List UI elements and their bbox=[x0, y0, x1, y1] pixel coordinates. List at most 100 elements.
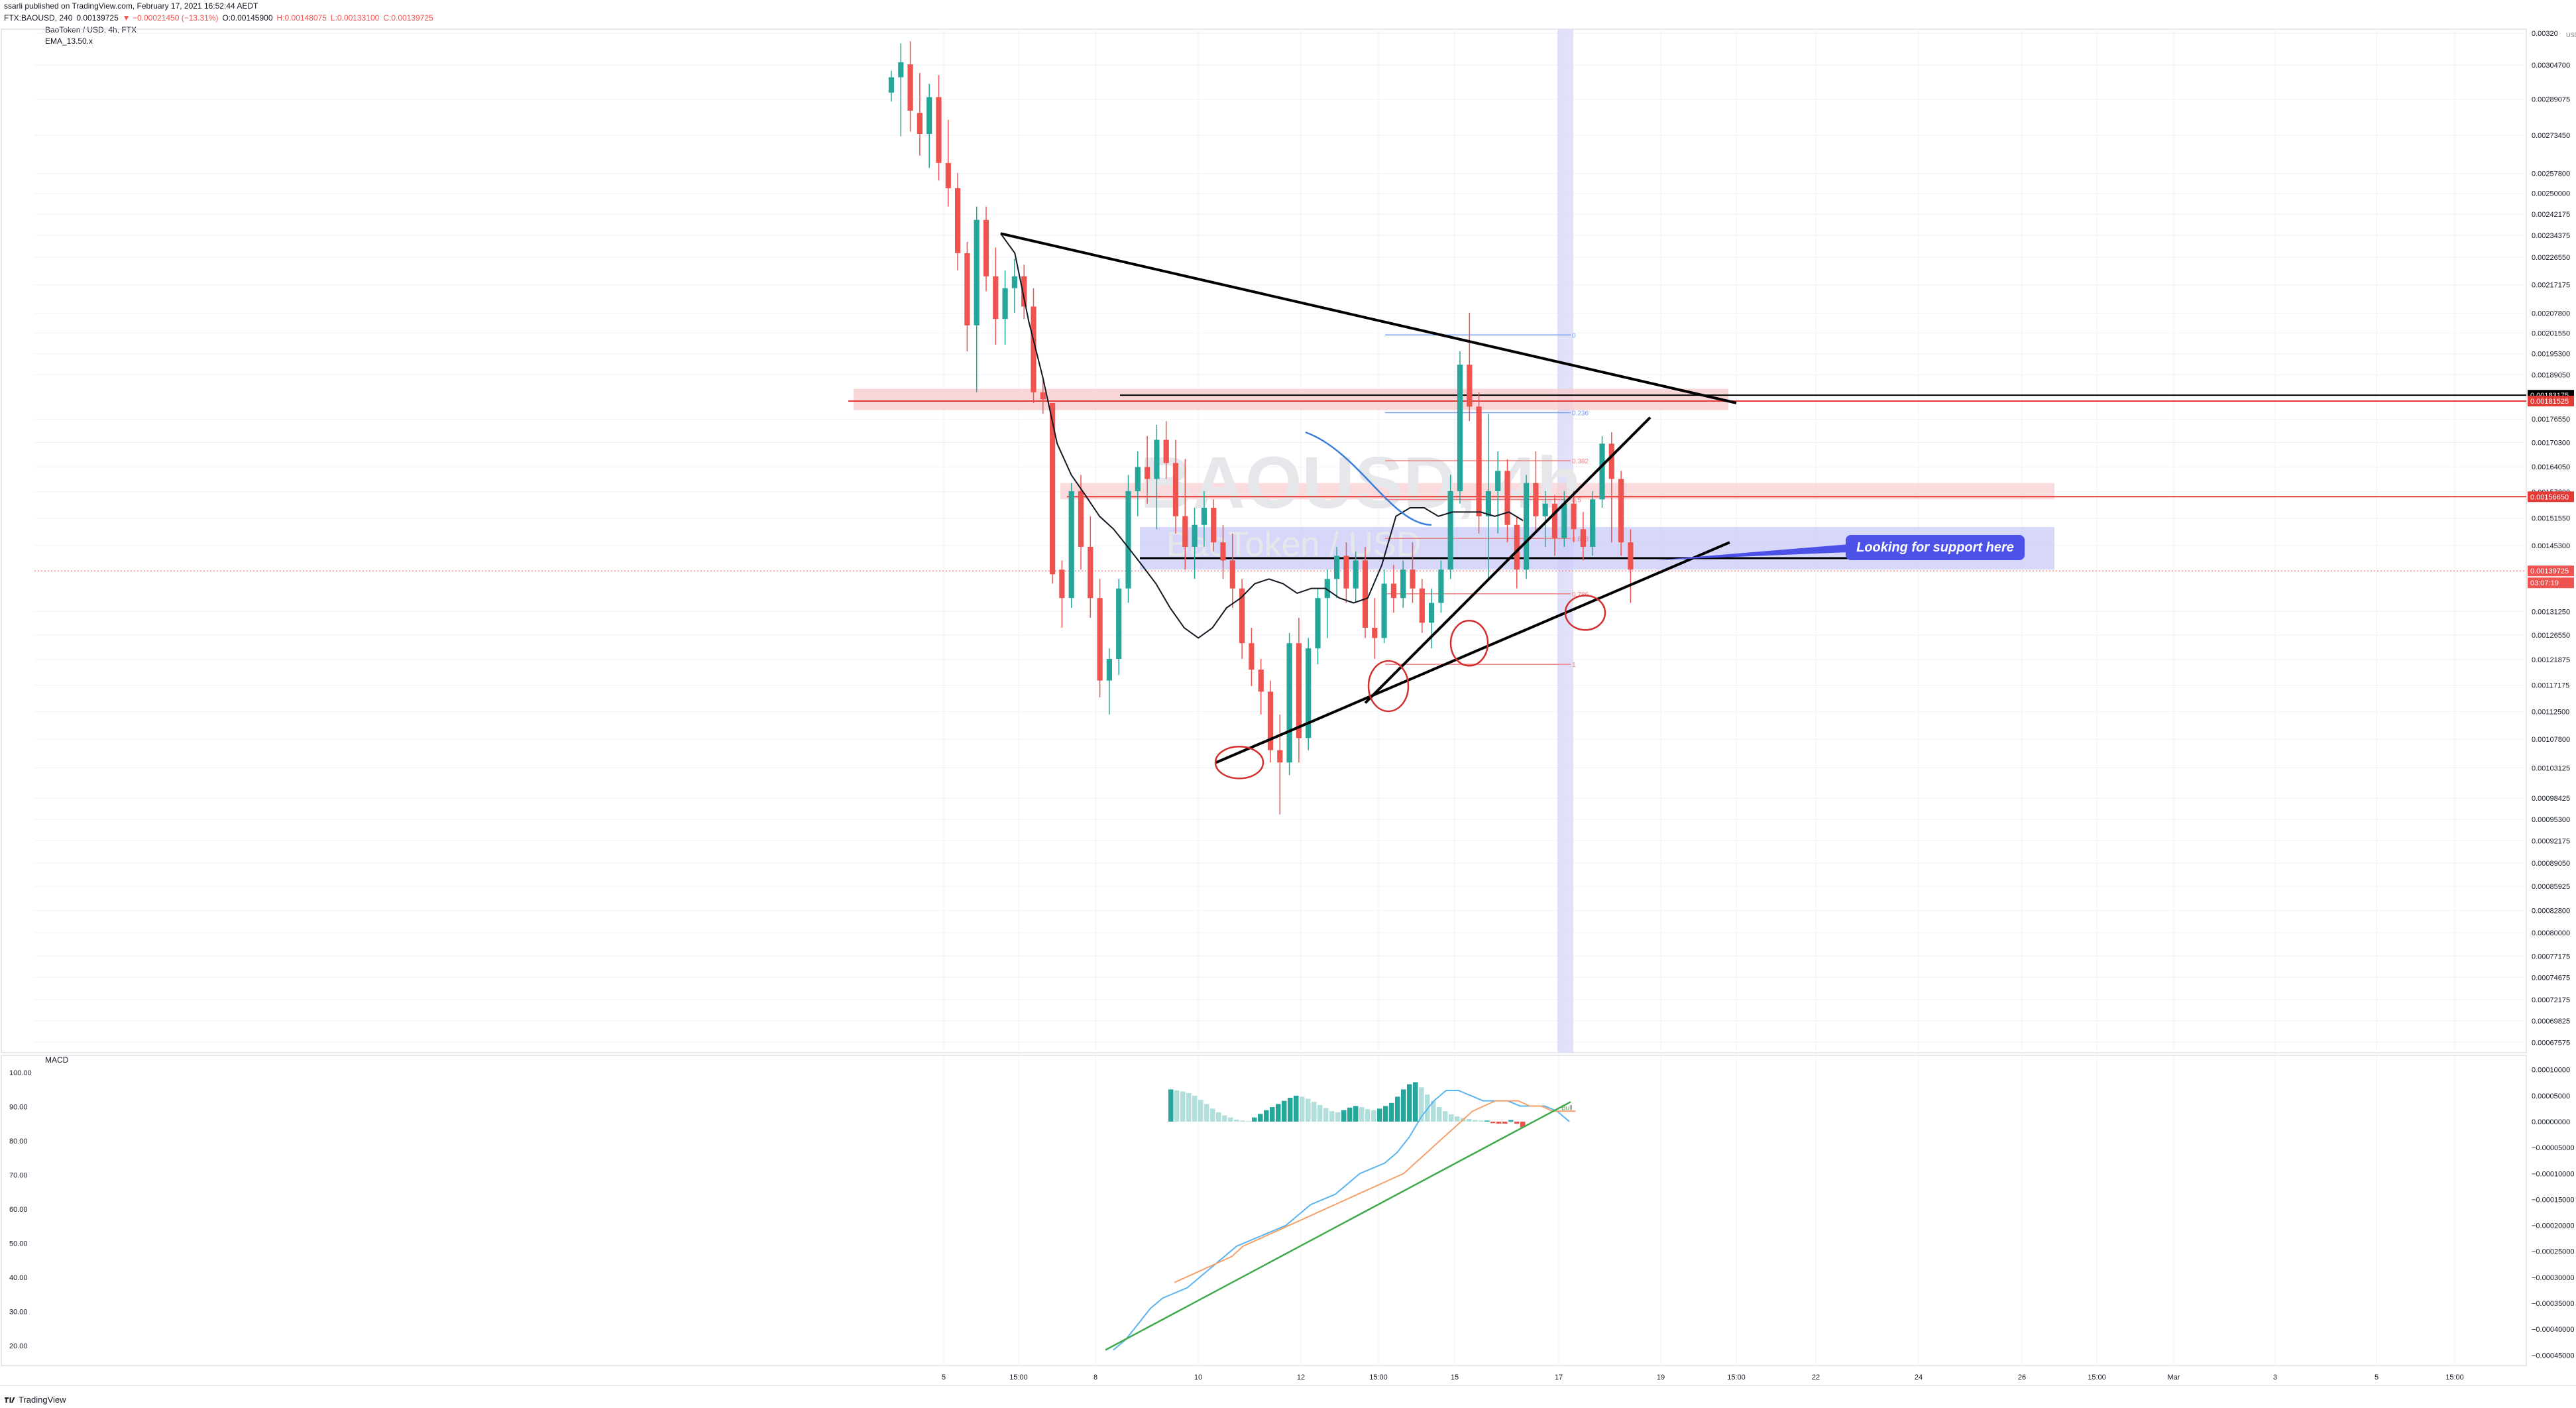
ascending-trendline-1 bbox=[1215, 541, 1730, 764]
y-tick-label: 0.00082800 bbox=[2532, 907, 2570, 915]
candle-body bbox=[1068, 491, 1074, 599]
candle-body bbox=[1419, 588, 1425, 623]
macd-y-tick-label: −0.00005000 bbox=[2532, 1144, 2575, 1152]
y-tick-label: 0.00250000 bbox=[2532, 190, 2570, 198]
published-line: ssarli published on TradingView.com, Feb… bbox=[4, 1, 258, 11]
y-tick-label: 0.00069825 bbox=[2532, 1018, 2570, 1026]
candle-body bbox=[898, 62, 904, 78]
candle-body bbox=[1267, 691, 1274, 750]
candle-body bbox=[1296, 643, 1302, 738]
macd-y-tick-label: −0.00045000 bbox=[2532, 1352, 2575, 1360]
y-tick-label: 0.00242175 bbox=[2532, 211, 2570, 219]
macd-histogram-bar bbox=[1377, 1108, 1382, 1122]
y-tick-label: 0.00131250 bbox=[2532, 608, 2570, 616]
macd-histogram-bar bbox=[1192, 1095, 1198, 1122]
macd-histogram-bar bbox=[1371, 1110, 1376, 1122]
countdown-text: 03:07:19 bbox=[2530, 579, 2559, 587]
macd-histogram-bar bbox=[1347, 1107, 1353, 1122]
price-label-bg bbox=[2528, 491, 2574, 502]
candle-body bbox=[1580, 529, 1586, 547]
candle-body bbox=[1163, 440, 1169, 463]
macd-histogram-bar bbox=[1246, 1121, 1251, 1122]
macd-histogram-bar bbox=[1514, 1121, 1520, 1124]
y-tick-label: 0.00077175 bbox=[2532, 953, 2570, 961]
y-tick-label: 0.00320 bbox=[2532, 30, 2558, 38]
candle-body bbox=[1628, 542, 1634, 570]
y-tick-label: 0.00257800 bbox=[2532, 170, 2570, 178]
support-circle bbox=[1564, 595, 1606, 631]
candle-body bbox=[1476, 406, 1482, 516]
macd-pane-frame bbox=[1, 1055, 2527, 1366]
candle-body bbox=[1533, 483, 1539, 516]
price-label-text: 0.00156650 bbox=[2530, 493, 2569, 501]
macd-left-tick-label: 30.00 bbox=[9, 1309, 28, 1317]
macd-left-tick-label: 80.00 bbox=[9, 1138, 28, 1145]
macd-histogram-bar bbox=[1467, 1119, 1472, 1122]
candle-body bbox=[1277, 750, 1283, 763]
candle-body bbox=[1002, 288, 1008, 320]
x-tick-label: 15:00 bbox=[1727, 1374, 1746, 1381]
x-tick-label: 5 bbox=[2375, 1374, 2379, 1381]
candle-body bbox=[1106, 659, 1112, 681]
macd-histogram-bar bbox=[1329, 1111, 1335, 1122]
macd-histogram-bar bbox=[1413, 1082, 1418, 1122]
candle-body bbox=[1590, 499, 1596, 547]
macd-histogram-bar bbox=[1508, 1120, 1514, 1122]
x-tick-label: 15:00 bbox=[2088, 1374, 2106, 1381]
candle-body bbox=[1050, 402, 1056, 575]
x-tick-label: 15:00 bbox=[2445, 1374, 2464, 1381]
macd-histogram-bar bbox=[1359, 1107, 1365, 1122]
macd-left-tick-label: 100.00 bbox=[9, 1069, 32, 1077]
resistance-zone bbox=[854, 388, 1728, 410]
support-circle bbox=[1367, 660, 1410, 713]
macd-histogram-bar bbox=[1484, 1120, 1490, 1122]
macd-histogram-bar bbox=[1431, 1100, 1436, 1122]
macd-histogram-bar bbox=[1496, 1121, 1502, 1124]
candle-body bbox=[888, 77, 895, 93]
macd-y-tick-label: −0.00010000 bbox=[2532, 1170, 2575, 1178]
candle-body bbox=[1514, 524, 1520, 570]
macd-y-tick-label: 0.00005000 bbox=[2532, 1092, 2570, 1100]
macd-histogram-bar bbox=[1240, 1120, 1245, 1122]
y-tick-label: 0.00195300 bbox=[2532, 350, 2570, 358]
macd-histogram-bar bbox=[1312, 1102, 1317, 1122]
bull-label: Bull bbox=[1561, 1105, 1573, 1112]
macd-y-tick-label: −0.00030000 bbox=[2532, 1274, 2575, 1282]
candle-body bbox=[1504, 471, 1510, 525]
x-tick-label: 17 bbox=[1555, 1374, 1563, 1381]
candle-body bbox=[1599, 443, 1605, 500]
macd-left-tick-label: 90.00 bbox=[9, 1104, 28, 1112]
countdown-bg bbox=[2528, 577, 2574, 589]
x-tick-label: 5 bbox=[942, 1374, 946, 1381]
y-tick-label: 0.00074675 bbox=[2532, 974, 2570, 982]
candle-body bbox=[1372, 628, 1378, 638]
candle-body bbox=[1059, 569, 1065, 599]
x-tick-label: 22 bbox=[1812, 1374, 1820, 1381]
close-label: C:0.00139725 bbox=[383, 13, 433, 23]
ohlc-line: FTX:BAOUSD, 240 0.00139725 ▼ −0.00021450 (… bbox=[4, 13, 437, 23]
callout-text: Looking for support here bbox=[1856, 540, 2014, 555]
macd-left-tick-label: 50.00 bbox=[9, 1240, 28, 1248]
macd-histogram-bar bbox=[1252, 1117, 1257, 1122]
y-tick-label: 0.00164050 bbox=[2532, 463, 2570, 471]
tradingview-brand: TradingView bbox=[19, 1395, 66, 1405]
y-tick-label: 0.00304700 bbox=[2532, 62, 2570, 70]
candle-body bbox=[936, 97, 942, 163]
macd-histogram-bar bbox=[1228, 1117, 1233, 1122]
currency-label: USD bbox=[2566, 32, 2576, 38]
macd-histogram-bar bbox=[1276, 1104, 1281, 1122]
candle-body bbox=[1211, 508, 1217, 543]
macd-histogram-bar bbox=[1264, 1110, 1269, 1122]
macd-left-tick-label: 20.00 bbox=[9, 1342, 28, 1350]
candle-body bbox=[1078, 491, 1084, 547]
macd-histogram-bar bbox=[1210, 1108, 1215, 1122]
candle-body bbox=[983, 219, 989, 276]
fib-level-label: 1 bbox=[1572, 662, 1576, 669]
y-tick-label: 0.00289075 bbox=[2532, 96, 2570, 104]
macd-histogram-bar bbox=[1234, 1119, 1239, 1122]
candle-body bbox=[1551, 503, 1558, 538]
macd-histogram-bar bbox=[1341, 1110, 1347, 1122]
callout-arrow bbox=[1657, 544, 1849, 560]
candle-body bbox=[1125, 491, 1131, 589]
